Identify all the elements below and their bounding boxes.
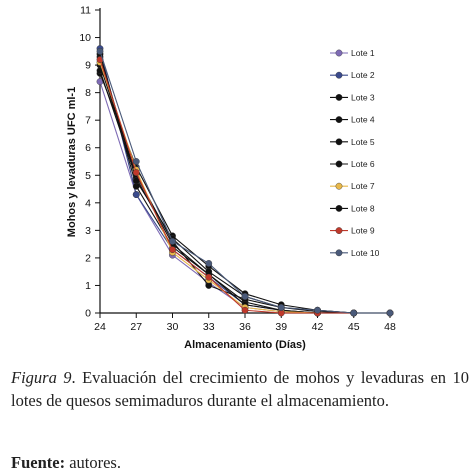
figure-caption: Figura 9. Evaluación del crecimiento de … — [11, 366, 469, 412]
legend-item: Lote 9 — [330, 226, 375, 236]
x-tick-label: 45 — [348, 321, 360, 333]
legend-item: Lote 3 — [330, 92, 375, 102]
legend-marker — [335, 249, 343, 257]
legend-item: Lote 5 — [330, 137, 375, 147]
legend-marker — [335, 160, 343, 168]
data-point — [132, 169, 140, 176]
legend-marker — [335, 49, 343, 57]
caption-text: . Evaluación del crecimiento de mohos y … — [11, 368, 469, 410]
data-point — [241, 306, 249, 314]
series-3 — [96, 69, 394, 317]
legend-item: Lote 1 — [330, 48, 375, 58]
series-6 — [96, 67, 394, 317]
legend-label: Lote 3 — [351, 92, 375, 102]
data-point — [132, 191, 140, 198]
x-tick-label: 24 — [94, 321, 106, 333]
y-tick-label: 8 — [85, 87, 91, 99]
legend-marker — [335, 138, 343, 146]
data-point — [169, 237, 176, 245]
series-line — [99, 51, 390, 314]
x-tick-label: 42 — [312, 321, 324, 333]
y-tick-label: 3 — [85, 225, 91, 237]
y-tick-label: 2 — [85, 252, 91, 264]
data-point — [169, 246, 176, 254]
legend-marker — [335, 182, 343, 190]
y-tick-label: 9 — [85, 60, 91, 72]
y-tick-label: 6 — [85, 142, 91, 154]
legend-label: Lote 4 — [351, 115, 375, 125]
legend-marker — [335, 204, 343, 212]
legend-label: Lote 5 — [351, 137, 375, 147]
series-line — [99, 56, 390, 314]
data-point — [277, 304, 285, 311]
legend-marker — [335, 71, 343, 79]
legend-label: Lote 2 — [351, 70, 375, 80]
data-point — [350, 309, 358, 317]
y-tick-label: 1 — [85, 280, 91, 292]
x-tick-label: 39 — [275, 321, 287, 333]
data-point — [205, 273, 213, 281]
legend: Lote 1 Lote 2 Lote 3 Lote 4 Lote 5 Lote 6 Lote… — [330, 48, 380, 258]
legend-label: Lote 8 — [351, 203, 375, 213]
legend-item: Lote 8 — [330, 203, 375, 213]
legend-label: Lote 7 — [351, 181, 375, 191]
x-axis-title: Almacenamiento (Días) — [184, 339, 306, 351]
x-axis: 24 27 30 33 36 39 42 45 48 — [94, 312, 396, 333]
y-tick-label: 11 — [80, 5, 91, 17]
figure-label: Figura 9 — [11, 368, 72, 387]
data-point — [386, 309, 394, 317]
legend-item: Lote 2 — [330, 70, 375, 80]
series-line — [99, 81, 390, 314]
legend-label: Lote 9 — [351, 226, 375, 236]
x-tick-label: 48 — [384, 321, 396, 333]
legend-item: Lote 6 — [330, 159, 375, 169]
y-tick-label: 7 — [85, 115, 91, 127]
data-point — [241, 293, 249, 300]
figure-source: Fuente: autores. — [11, 453, 121, 473]
legend-marker — [335, 94, 343, 101]
data-point — [132, 177, 140, 185]
series-1 — [96, 78, 394, 317]
data-point — [132, 158, 140, 165]
x-tick-label: 36 — [239, 321, 251, 333]
legend-item: Lote 10 — [330, 248, 380, 258]
y-axis: 0 1 2 3 4 5 6 7 8 9 10 11 — [79, 5, 101, 320]
source-text: autores. — [65, 453, 121, 472]
x-tick-label: 30 — [167, 321, 179, 333]
data-point — [314, 306, 321, 314]
legend-item: Lote 7 — [330, 181, 375, 191]
data-point — [96, 47, 104, 55]
y-axis-title: Mohos y levaduras UFC ml-1 — [66, 87, 78, 237]
legend-label: Lote 1 — [351, 48, 375, 58]
x-tick-label: 27 — [130, 321, 142, 333]
x-tick-label: 33 — [203, 321, 215, 333]
legend-marker — [335, 116, 343, 124]
source-label: Fuente: — [11, 453, 66, 472]
legend-item: Lote 4 — [330, 115, 375, 125]
series-line — [99, 53, 390, 314]
series-layer — [96, 45, 394, 317]
legend-marker — [335, 227, 343, 235]
series-10 — [96, 47, 394, 317]
y-tick-label: 4 — [85, 197, 91, 209]
y-tick-label: 0 — [85, 308, 91, 320]
legend-label: Lote 6 — [351, 159, 375, 169]
data-point — [205, 260, 213, 267]
legend-label: Lote 10 — [351, 248, 380, 258]
y-tick-label: 10 — [79, 32, 91, 44]
y-tick-label: 5 — [85, 170, 91, 182]
